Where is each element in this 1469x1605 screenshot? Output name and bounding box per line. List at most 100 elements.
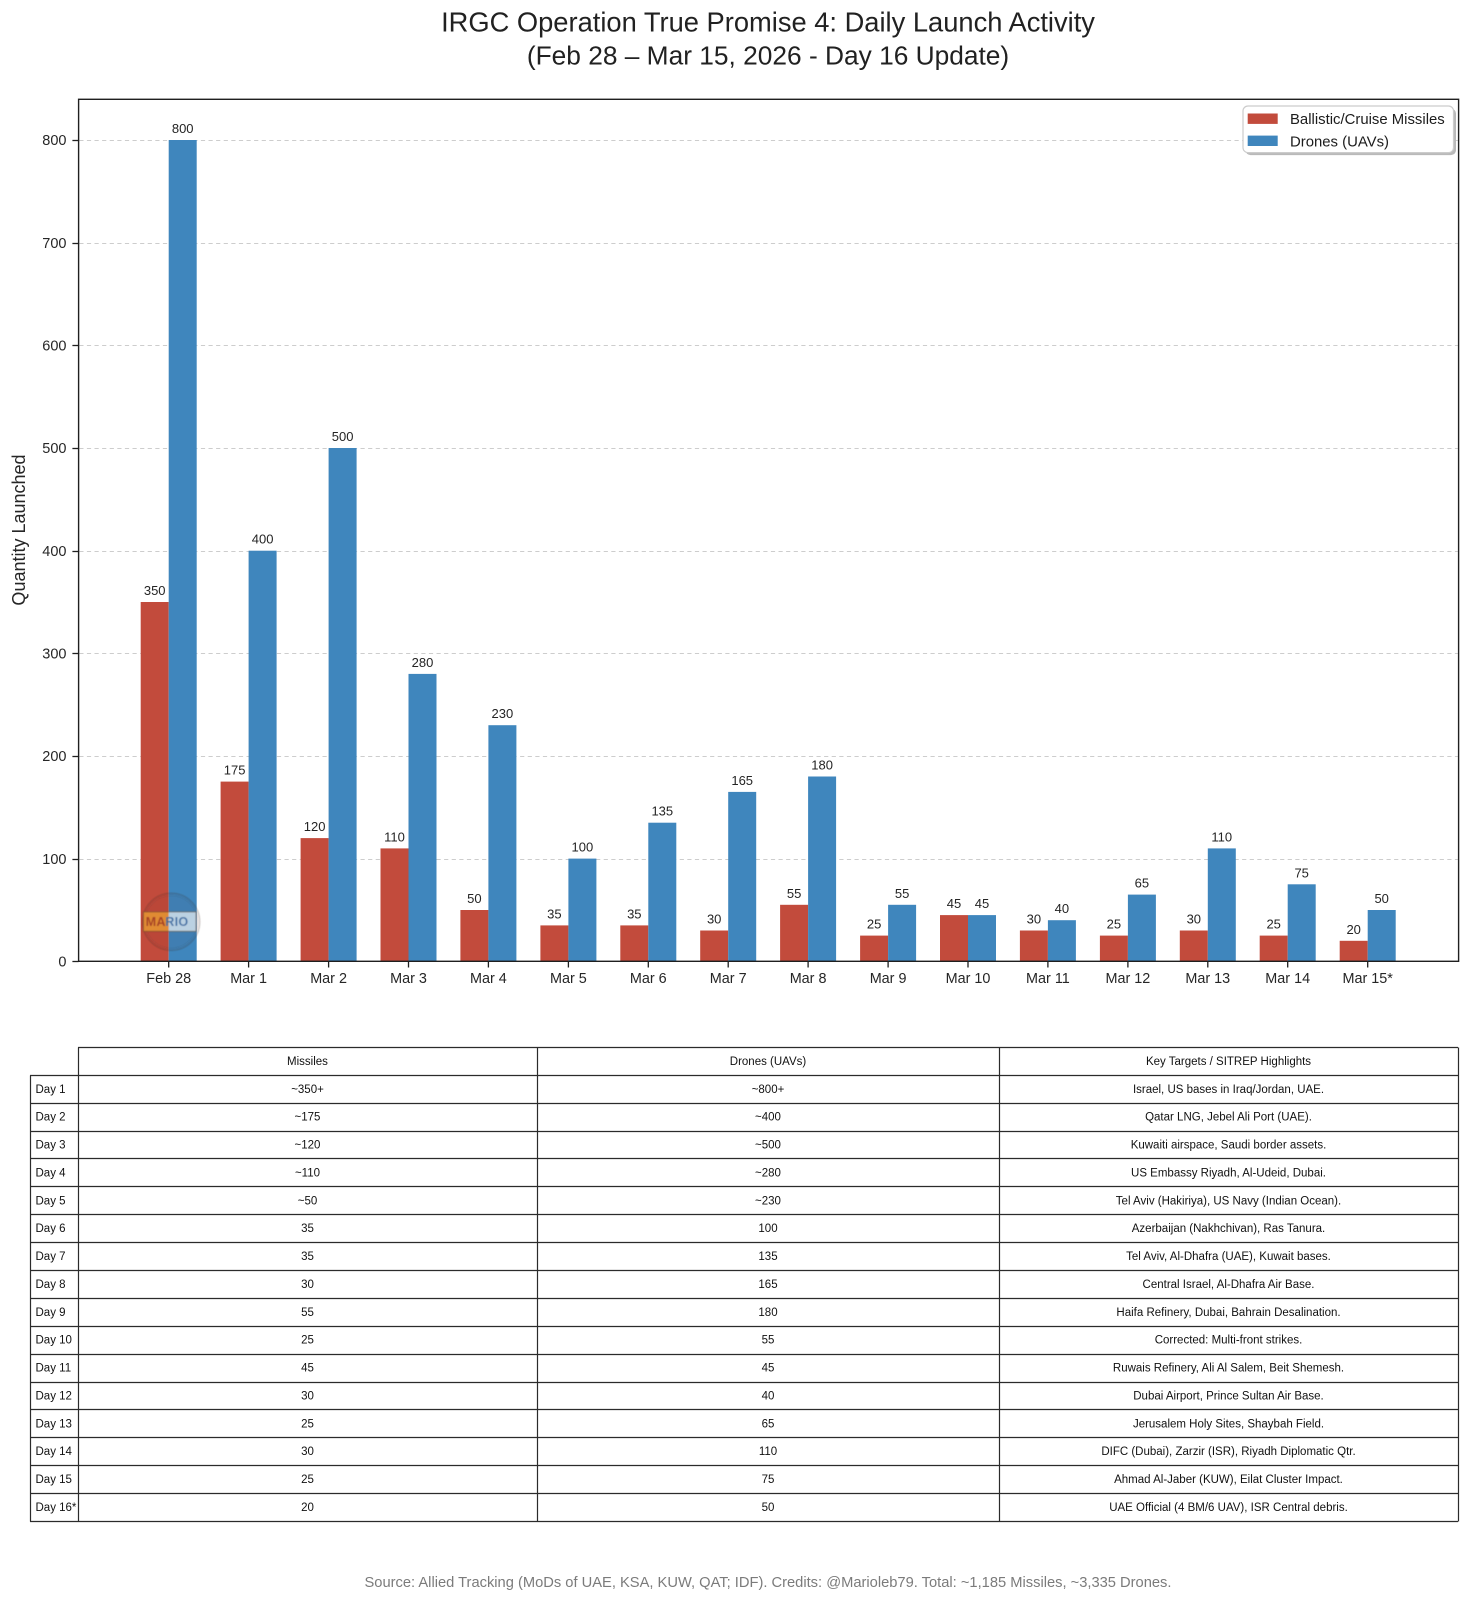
svg-text:30: 30: [301, 1446, 314, 1458]
svg-text:110: 110: [759, 1446, 777, 1458]
svg-text:UAE Official (4 BM/6 UAV), ISR: UAE Official (4 BM/6 UAV), ISR Central d…: [1109, 1502, 1348, 1514]
svg-text:Mar 11: Mar 11: [1026, 971, 1070, 987]
svg-text:75: 75: [762, 1474, 775, 1486]
svg-text:Mar 14: Mar 14: [1265, 971, 1310, 987]
svg-text:Drones (UAVs): Drones (UAVs): [1290, 134, 1389, 150]
svg-text:Kuwaiti airspace, Saudi border: Kuwaiti airspace, Saudi border assets.: [1131, 1140, 1327, 1152]
svg-text:Day 11: Day 11: [36, 1363, 72, 1375]
svg-text:30: 30: [707, 912, 721, 927]
svg-text:280: 280: [412, 655, 434, 670]
svg-text:~110: ~110: [295, 1167, 320, 1179]
svg-text:175: 175: [224, 763, 246, 778]
svg-text:Day 14: Day 14: [36, 1446, 73, 1458]
svg-text:25: 25: [867, 917, 881, 932]
svg-text:Ballistic/Cruise Missiles: Ballistic/Cruise Missiles: [1290, 112, 1445, 128]
svg-text:Feb 28: Feb 28: [146, 971, 191, 987]
svg-text:65: 65: [1135, 876, 1149, 891]
svg-text:65: 65: [762, 1418, 775, 1430]
svg-text:400: 400: [252, 532, 274, 547]
svg-text:DIFC (Dubai), Zarzir (ISR), Ri: DIFC (Dubai), Zarzir (ISR), Riyadh Diplo…: [1101, 1446, 1355, 1458]
svg-text:~230: ~230: [755, 1195, 781, 1207]
svg-text:IRGC Operation True Promise 4:: IRGC Operation True Promise 4: Daily Lau…: [441, 7, 1095, 38]
svg-text:Dubai Airport, Prince Sultan A: Dubai Airport, Prince Sultan Air Base.: [1133, 1390, 1324, 1402]
svg-text:Day 2: Day 2: [36, 1112, 66, 1124]
svg-text:40: 40: [762, 1390, 775, 1402]
svg-text:100: 100: [758, 1223, 777, 1235]
svg-text:Source: Allied Tracking (MoDs: Source: Allied Tracking (MoDs of UAE, KS…: [365, 1575, 1172, 1591]
svg-text:400: 400: [42, 544, 66, 560]
svg-text:135: 135: [758, 1251, 777, 1263]
svg-text:Tel Aviv (Hakiriya), US Navy (: Tel Aviv (Hakiriya), US Navy (Indian Oce…: [1116, 1195, 1341, 1207]
svg-text:55: 55: [762, 1335, 775, 1347]
svg-text:45: 45: [301, 1363, 314, 1375]
svg-text:35: 35: [301, 1223, 314, 1235]
svg-text:55: 55: [787, 886, 801, 901]
svg-text:45: 45: [975, 896, 989, 911]
svg-text:600: 600: [42, 339, 66, 355]
svg-text:30: 30: [1187, 912, 1201, 927]
svg-text:Mar 2: Mar 2: [310, 971, 347, 987]
svg-text:165: 165: [758, 1279, 777, 1291]
svg-text:700: 700: [42, 236, 66, 252]
svg-text:180: 180: [758, 1307, 777, 1319]
svg-text:800: 800: [172, 121, 194, 136]
svg-text:20: 20: [1346, 922, 1360, 937]
svg-text:~400: ~400: [755, 1112, 781, 1124]
svg-text:Day 7: Day 7: [36, 1251, 66, 1263]
svg-text:~120: ~120: [295, 1140, 321, 1152]
svg-text:Mar 13: Mar 13: [1185, 971, 1230, 987]
svg-text:Day 4: Day 4: [36, 1167, 67, 1179]
svg-text:45: 45: [947, 896, 961, 911]
svg-text:Day 1: Day 1: [36, 1084, 66, 1096]
svg-text:120: 120: [304, 819, 326, 834]
svg-text:Day 13: Day 13: [36, 1418, 72, 1430]
svg-text:180: 180: [811, 758, 833, 773]
svg-text:Day 8: Day 8: [36, 1279, 66, 1291]
svg-text:50: 50: [467, 891, 481, 906]
svg-text:110: 110: [1211, 829, 1232, 844]
svg-text:Day 16*: Day 16*: [36, 1502, 77, 1514]
svg-text:Tel Aviv, Al-Dhafra (UAE), Kuw: Tel Aviv, Al-Dhafra (UAE), Kuwait bases.: [1126, 1251, 1331, 1263]
svg-text:~280: ~280: [755, 1167, 781, 1179]
svg-text:MA: MA: [146, 915, 166, 929]
svg-text:Ruwais Refinery, Ali Al Salem,: Ruwais Refinery, Ali Al Salem, Beit Shem…: [1113, 1363, 1344, 1375]
svg-text:50: 50: [762, 1502, 775, 1514]
svg-text:Day 9: Day 9: [36, 1307, 66, 1319]
svg-text:RIO: RIO: [165, 915, 188, 929]
svg-text:Day 5: Day 5: [36, 1195, 66, 1207]
svg-text:Mar 4: Mar 4: [470, 971, 507, 987]
svg-text:~175: ~175: [295, 1112, 321, 1124]
svg-text:100: 100: [42, 852, 66, 868]
svg-text:25: 25: [301, 1335, 314, 1347]
svg-text:~50: ~50: [298, 1195, 318, 1207]
svg-text:500: 500: [332, 429, 354, 444]
svg-text:45: 45: [762, 1363, 775, 1375]
svg-text:300: 300: [42, 647, 66, 663]
svg-text:Drones (UAVs): Drones (UAVs): [730, 1056, 807, 1068]
svg-text:Mar 10: Mar 10: [946, 971, 991, 987]
svg-text:Qatar LNG, Jebel Ali Port (UAE: Qatar LNG, Jebel Ali Port (UAE).: [1145, 1112, 1312, 1124]
svg-text:75: 75: [1294, 865, 1308, 880]
svg-text:Mar 15*: Mar 15*: [1343, 971, 1394, 987]
svg-text:40: 40: [1055, 901, 1069, 916]
svg-text:Key Targets / SITREP Highlight: Key Targets / SITREP Highlights: [1146, 1056, 1311, 1068]
svg-text:55: 55: [895, 886, 909, 901]
svg-text:Mar 6: Mar 6: [630, 971, 667, 987]
svg-text:Quantity Launched: Quantity Launched: [9, 454, 29, 605]
svg-text:165: 165: [731, 773, 753, 788]
svg-text:Mar 5: Mar 5: [550, 971, 587, 987]
svg-text:(Feb 28 – Mar 15, 2026 - Day 1: (Feb 28 – Mar 15, 2026 - Day 16 Update): [527, 41, 1009, 71]
svg-text:Day 15: Day 15: [36, 1474, 72, 1486]
svg-text:~800+: ~800+: [752, 1084, 785, 1096]
svg-text:Corrected: Multi-front strikes: Corrected: Multi-front strikes.: [1155, 1335, 1303, 1347]
svg-text:25: 25: [1107, 917, 1121, 932]
svg-text:50: 50: [1374, 891, 1388, 906]
svg-text:~350+: ~350+: [291, 1084, 324, 1096]
svg-text:Mar 8: Mar 8: [790, 971, 827, 987]
svg-text:500: 500: [42, 441, 66, 457]
svg-text:35: 35: [627, 906, 641, 921]
svg-text:Mar 9: Mar 9: [870, 971, 907, 987]
svg-text:Israel, US bases in Iraq/Jorda: Israel, US bases in Iraq/Jordan, UAE.: [1133, 1084, 1324, 1096]
svg-text:200: 200: [42, 749, 66, 765]
svg-text:Haifa Refinery, Dubai, Bahrain: Haifa Refinery, Dubai, Bahrain Desalinat…: [1116, 1307, 1340, 1319]
